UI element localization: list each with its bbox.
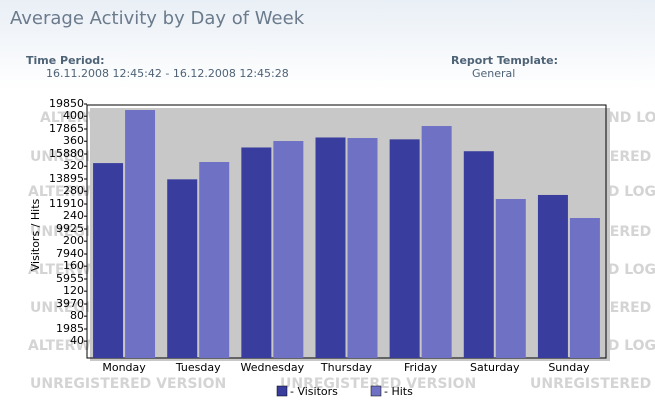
bar xyxy=(421,126,452,359)
watermark: UNREGISTERED VERSION xyxy=(30,376,226,392)
x-tick-label: Saturday xyxy=(470,361,520,374)
y2-tick-label: 400 xyxy=(63,109,84,122)
y-tick-label: 13895 xyxy=(49,172,84,185)
y2-tick-label: 40 xyxy=(70,334,84,347)
watermark: UNREGISTERED VERSION xyxy=(530,376,655,392)
y2-tick-label: 120 xyxy=(63,284,84,297)
y-tick-label: 19850 xyxy=(49,97,84,110)
bar xyxy=(273,141,304,358)
title: Average Activity by Day of Week xyxy=(10,8,305,29)
period-label: Time Period: xyxy=(26,54,105,67)
y-tick-label: 3970 xyxy=(56,297,84,310)
y2-tick-label: 360 xyxy=(63,134,84,147)
y-tick-label: 5955 xyxy=(56,272,84,285)
legend-label: - Hits xyxy=(384,385,413,398)
y-tick-label: 9925 xyxy=(56,222,84,235)
template-label: Report Template: xyxy=(451,54,558,67)
x-tick-label: Tuesday xyxy=(175,361,221,374)
watermark: UNREGISTERED VERSION xyxy=(280,376,476,392)
x-tick-label: Monday xyxy=(102,361,146,374)
y2-tick-label: 80 xyxy=(70,309,84,322)
bar xyxy=(199,162,230,358)
bar xyxy=(537,194,568,358)
y-tick-label: 15880 xyxy=(49,147,84,160)
bar xyxy=(347,138,378,358)
y2-tick-label: 200 xyxy=(63,234,84,247)
bar xyxy=(93,163,124,358)
x-tick-label: Sunday xyxy=(548,361,590,374)
template: General xyxy=(472,67,515,80)
x-tick-label: Thursday xyxy=(320,361,373,374)
y-tick-label: 1985 xyxy=(56,322,84,335)
y-tick-label: 7940 xyxy=(56,247,84,260)
bar xyxy=(463,151,494,358)
bar xyxy=(569,218,600,358)
bar xyxy=(167,179,198,358)
bar xyxy=(315,137,346,358)
bar xyxy=(125,109,156,358)
y2-tick-label: 320 xyxy=(63,159,84,172)
y2-tick-label: 280 xyxy=(63,184,84,197)
x-tick-label: Wednesday xyxy=(241,361,305,374)
legend-swatch xyxy=(276,385,288,397)
y2-tick-label: 240 xyxy=(63,209,84,222)
legend-swatch xyxy=(370,385,382,397)
bar xyxy=(389,139,420,358)
plot: 1985 3970 5955 7940 9925 11910 13895 15880 17865… xyxy=(49,97,600,374)
plot-frame xyxy=(86,104,607,359)
header-bg xyxy=(0,0,655,90)
y-tick-label: 11910 xyxy=(49,197,84,210)
period: 16.11.2008 12:45:42 - 16.12.2008 12:45:2… xyxy=(46,67,289,80)
legend-label: - Visitors xyxy=(290,385,338,398)
bar xyxy=(495,199,526,358)
bar xyxy=(241,147,272,358)
y2-tick-label: 160 xyxy=(63,259,84,272)
y-tick-label: 17865 xyxy=(49,122,84,135)
x-tick-label: Friday xyxy=(404,361,438,374)
y-axis-label: Visitors / Hits xyxy=(29,198,42,271)
